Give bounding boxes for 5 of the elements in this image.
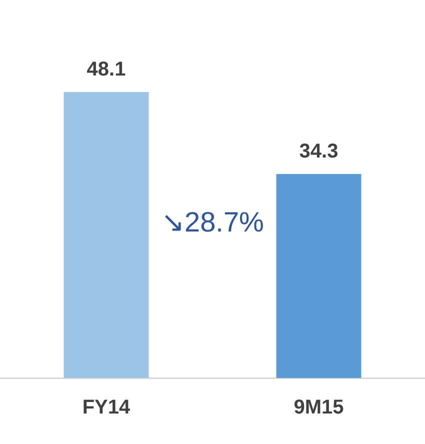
data-label: 48.1 [86, 58, 126, 81]
data-label: 34.3 [299, 140, 338, 163]
annotation: ↘28.7% [161, 206, 264, 238]
x-tick-label: FY14 [82, 396, 132, 419]
x-tick-label: 9M15 [294, 396, 344, 419]
